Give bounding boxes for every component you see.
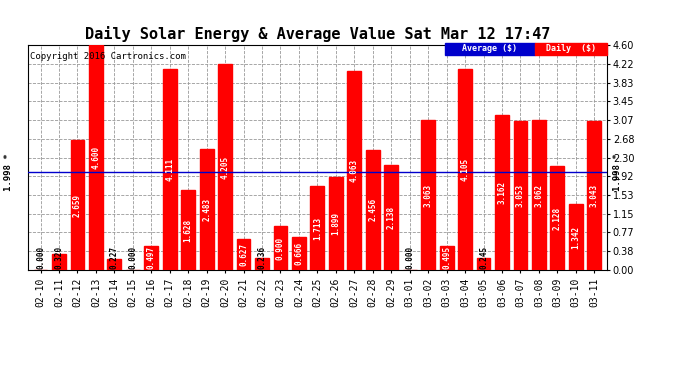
Text: 1.713: 1.713: [313, 216, 322, 240]
FancyBboxPatch shape: [445, 43, 535, 55]
Text: 0.000: 0.000: [405, 246, 414, 269]
Text: 2.483: 2.483: [202, 198, 211, 221]
Text: Daily  ($): Daily ($): [546, 45, 596, 54]
Text: 4.111: 4.111: [165, 158, 175, 181]
Text: 3.062: 3.062: [534, 183, 544, 207]
Text: 1.899: 1.899: [331, 212, 340, 235]
Text: 1.998 *: 1.998 *: [613, 153, 622, 191]
Text: 2.659: 2.659: [73, 194, 82, 216]
Bar: [89, 45, 103, 270]
Bar: [551, 166, 564, 270]
Text: 0.495: 0.495: [442, 246, 451, 270]
Text: 3.053: 3.053: [516, 184, 525, 207]
Bar: [199, 148, 214, 270]
Bar: [181, 190, 195, 270]
Text: 0.000: 0.000: [128, 246, 137, 269]
Text: 4.063: 4.063: [350, 159, 359, 182]
Text: 1.628: 1.628: [184, 219, 193, 242]
Bar: [255, 258, 269, 270]
Text: 0.627: 0.627: [239, 243, 248, 266]
Bar: [477, 258, 491, 270]
Text: 2.138: 2.138: [386, 206, 396, 229]
Bar: [366, 150, 380, 270]
Text: 0.236: 0.236: [257, 246, 266, 269]
Text: 0.900: 0.900: [276, 236, 285, 260]
Bar: [495, 116, 509, 270]
Text: 3.162: 3.162: [497, 181, 506, 204]
Text: 1.998 *: 1.998 *: [4, 153, 13, 191]
Bar: [163, 69, 177, 270]
Text: 4.600: 4.600: [91, 146, 101, 169]
Bar: [421, 120, 435, 270]
Bar: [513, 121, 527, 270]
Bar: [347, 71, 362, 270]
Bar: [237, 239, 250, 270]
Text: 3.043: 3.043: [590, 184, 599, 207]
Text: 0.245: 0.245: [479, 246, 488, 269]
Text: Copyright 2016 Cartronics.com: Copyright 2016 Cartronics.com: [30, 52, 186, 61]
Text: 3.063: 3.063: [424, 183, 433, 207]
Text: 0.666: 0.666: [295, 242, 304, 265]
Bar: [292, 237, 306, 270]
Text: 0.320: 0.320: [55, 246, 63, 269]
Bar: [587, 121, 601, 270]
Text: 4.105: 4.105: [460, 158, 470, 181]
Bar: [70, 140, 84, 270]
Bar: [458, 69, 472, 270]
Bar: [440, 246, 453, 270]
Text: 0.000: 0.000: [36, 246, 45, 269]
Bar: [532, 120, 546, 270]
Bar: [569, 204, 583, 270]
Bar: [329, 177, 343, 270]
Text: Average ($): Average ($): [462, 45, 518, 54]
Text: 2.456: 2.456: [368, 198, 377, 222]
Bar: [384, 165, 398, 270]
Title: Daily Solar Energy & Average Value Sat Mar 12 17:47: Daily Solar Energy & Average Value Sat M…: [85, 27, 550, 42]
FancyBboxPatch shape: [535, 43, 607, 55]
Text: 4.205: 4.205: [221, 156, 230, 179]
Bar: [108, 259, 121, 270]
Text: 2.128: 2.128: [553, 206, 562, 230]
Bar: [273, 226, 288, 270]
Text: 0.497: 0.497: [147, 246, 156, 269]
Bar: [218, 64, 232, 270]
Bar: [144, 246, 158, 270]
Text: 1.342: 1.342: [571, 226, 580, 249]
Text: 0.227: 0.227: [110, 246, 119, 269]
Bar: [52, 254, 66, 270]
Bar: [310, 186, 324, 270]
